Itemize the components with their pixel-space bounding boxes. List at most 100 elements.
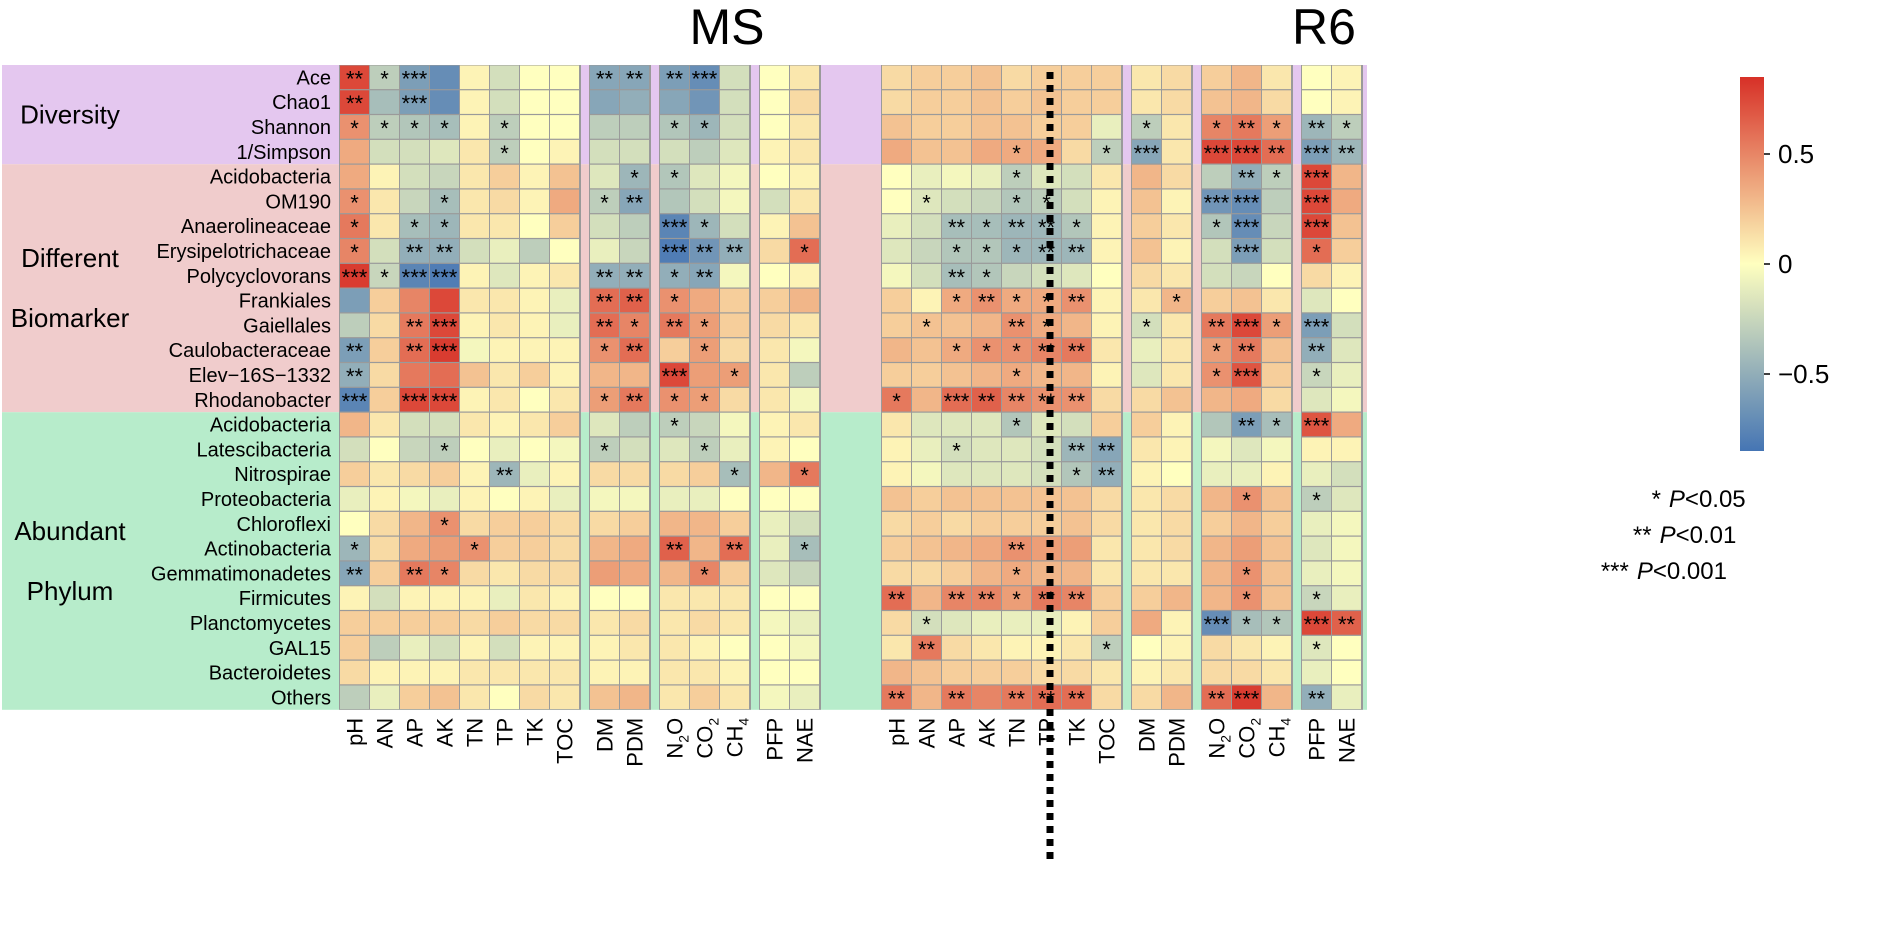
- heatmap-cell: [1132, 363, 1161, 387]
- heatmap-cell: [1232, 139, 1261, 164]
- heatmap-cell: [370, 65, 399, 90]
- heatmap-cell: [1262, 412, 1291, 437]
- column-label-text: N: [1205, 743, 1230, 759]
- heatmap-cell: [912, 561, 941, 586]
- column-label-text: CO: [1235, 726, 1260, 759]
- heatmap-cell: [1062, 462, 1091, 486]
- heatmap-cell: [490, 189, 519, 214]
- heatmap-cell: [690, 239, 719, 263]
- heatmap-cell: [912, 263, 941, 288]
- significance-stars: **: [948, 587, 966, 612]
- heatmap-cell: [912, 611, 941, 635]
- heatmap-cell: [1332, 139, 1361, 164]
- significance-stars: **: [696, 265, 714, 290]
- significance-stars: *: [600, 190, 609, 215]
- row-labels: AceChao1Shannon1/SimpsonAcidobacteriaOM1…: [151, 67, 332, 709]
- significance-stars: **: [626, 389, 644, 414]
- significance-stars: **: [948, 265, 966, 290]
- significance-stars: **: [1068, 290, 1086, 315]
- heatmap-cell: [1062, 635, 1091, 660]
- heatmap-cell: [790, 586, 819, 610]
- heatmap-cell: [720, 65, 749, 90]
- heatmap-cell: [1002, 288, 1031, 313]
- significance-stars: **: [1068, 240, 1086, 265]
- heatmap-cell: [760, 511, 789, 536]
- heatmap-cell: [1132, 412, 1161, 437]
- significance-stars: **: [1238, 116, 1256, 141]
- heatmap-cell: [550, 611, 579, 635]
- significance-stars: *: [1012, 141, 1021, 166]
- heatmap-cell: [1332, 586, 1361, 610]
- heatmap-cell: [550, 685, 579, 710]
- significance-stars: *: [1042, 314, 1051, 339]
- significance-stars: *: [1012, 339, 1021, 364]
- column-label: TN: [1005, 718, 1030, 747]
- heatmap-cell: [760, 487, 789, 511]
- heatmap-cell: [1202, 387, 1231, 412]
- heatmap-cell: [1132, 65, 1161, 90]
- significance-stars: **: [406, 562, 424, 587]
- row-label: GAL15: [269, 638, 331, 660]
- heatmap-cell: [1132, 487, 1161, 511]
- significance-stars: *: [670, 116, 679, 141]
- significance-stars: ***: [402, 66, 428, 91]
- heatmap-cell: [1162, 685, 1191, 710]
- heatmap-cell: [760, 660, 789, 685]
- heatmap-cell: [490, 214, 519, 238]
- column-label-text: PFP: [1305, 718, 1330, 761]
- row-label: Elev−16S−1332: [189, 365, 331, 387]
- heatmap-cell: [620, 139, 649, 164]
- column-label: AK: [433, 717, 458, 747]
- group-label: Biomarker: [11, 303, 130, 333]
- heatmap-cell: [1092, 363, 1121, 387]
- column-label: PDM: [1165, 718, 1190, 767]
- heatmap-cell: [460, 611, 489, 635]
- heatmap-cell: [1262, 115, 1291, 139]
- column-label-text: pH: [343, 718, 368, 746]
- significance-stars: ***: [432, 265, 458, 290]
- heatmap-cell: [620, 65, 649, 90]
- column-label: AK: [975, 717, 1000, 747]
- heatmap-cell: [790, 164, 819, 189]
- heatmap-cell: [790, 263, 819, 288]
- significance-stars: **: [666, 66, 684, 91]
- significance-stars: ***: [1304, 612, 1330, 637]
- heatmap-cell: [972, 90, 1001, 114]
- heatmap-cell: [1062, 511, 1091, 536]
- heatmap-cell: [1062, 685, 1091, 710]
- heatmap-cell: [620, 536, 649, 561]
- heatmap-cell: [1002, 487, 1031, 511]
- significance-stars: *: [630, 166, 639, 191]
- heatmap-cell: [790, 660, 819, 685]
- heatmap-cell: [690, 313, 719, 338]
- heatmap-cell: [660, 239, 689, 263]
- heatmap-cell: [942, 90, 971, 114]
- heatmap-cell: [400, 586, 429, 610]
- heatmap-cell: [720, 338, 749, 362]
- heatmap-cell: [972, 611, 1001, 635]
- heatmap-cell: [760, 412, 789, 437]
- heatmap-cell: [882, 239, 911, 263]
- significance-stars: **: [1068, 339, 1086, 364]
- heatmap-cell: [400, 65, 429, 90]
- heatmap-cell: [1032, 288, 1061, 313]
- column-label-text: AK: [975, 717, 1000, 747]
- heatmap-cell: [760, 437, 789, 462]
- significance-stars: *: [892, 389, 901, 414]
- heatmap-cell: [1132, 164, 1161, 189]
- significance-stars: ***: [1304, 215, 1330, 240]
- heatmap-cell: [340, 263, 369, 288]
- heatmap-cell: [340, 189, 369, 214]
- heatmap-cell: [400, 288, 429, 313]
- row-label: Planctomycetes: [190, 613, 331, 635]
- heatmap-cell: [520, 611, 549, 635]
- heatmap-cell: [942, 239, 971, 263]
- heatmap-cell: [1232, 511, 1261, 536]
- heatmap-cell: [720, 387, 749, 412]
- heatmap-cell: [1302, 139, 1331, 164]
- significance-stars: **: [346, 91, 364, 116]
- heatmap-cell: [1302, 635, 1331, 660]
- heatmap-cell: [912, 412, 941, 437]
- heatmap-cell: [1162, 139, 1191, 164]
- heatmap-cell: [1302, 685, 1331, 710]
